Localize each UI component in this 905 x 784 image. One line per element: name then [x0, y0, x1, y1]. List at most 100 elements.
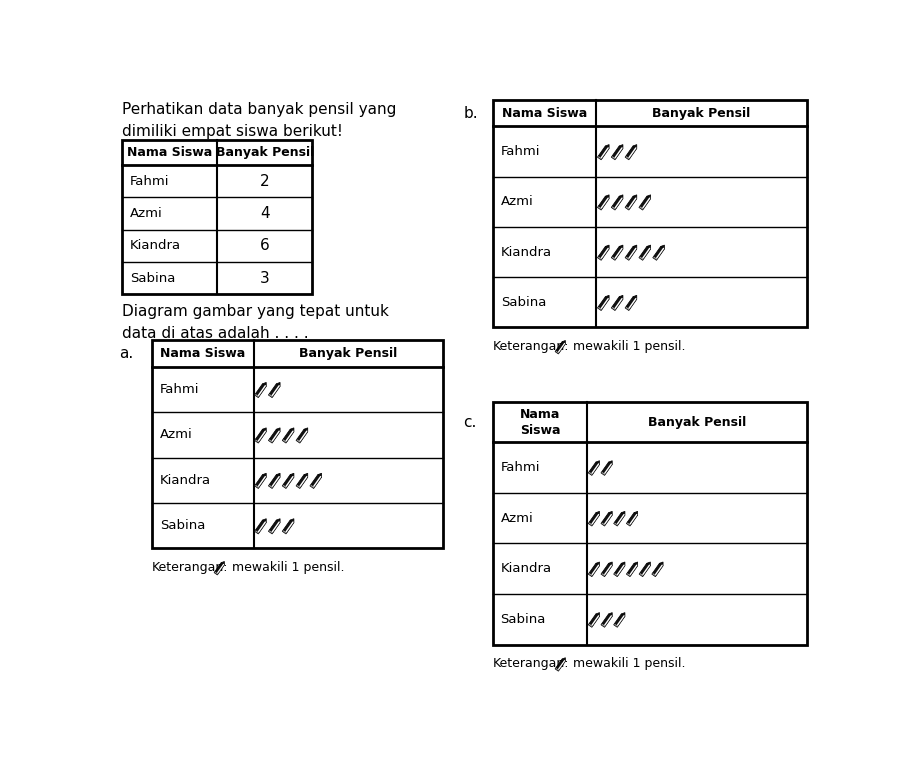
Polygon shape [640, 563, 651, 575]
Text: Nama Siswa: Nama Siswa [160, 347, 245, 360]
Text: Kiandra: Kiandra [130, 239, 181, 252]
Polygon shape [304, 474, 308, 477]
Polygon shape [304, 428, 308, 432]
Polygon shape [614, 563, 625, 575]
Polygon shape [555, 667, 559, 671]
Polygon shape [588, 623, 593, 627]
Polygon shape [633, 144, 637, 148]
Polygon shape [597, 307, 603, 310]
Text: Banyak Pensil: Banyak Pensil [653, 107, 751, 120]
Polygon shape [598, 296, 609, 309]
Polygon shape [270, 520, 280, 532]
Text: Nama Siswa: Nama Siswa [502, 107, 587, 120]
Polygon shape [311, 474, 321, 487]
Polygon shape [601, 522, 605, 526]
Polygon shape [282, 530, 287, 534]
Text: Kiandra: Kiandra [160, 474, 211, 487]
Polygon shape [611, 206, 616, 210]
Polygon shape [310, 485, 315, 488]
Text: 4: 4 [260, 206, 270, 221]
Polygon shape [214, 572, 218, 575]
Polygon shape [611, 155, 616, 160]
Polygon shape [633, 296, 637, 299]
Text: Sabina: Sabina [160, 519, 205, 532]
Text: c.: c. [463, 415, 477, 430]
Polygon shape [589, 614, 599, 626]
Polygon shape [262, 474, 266, 477]
Polygon shape [614, 614, 625, 626]
Polygon shape [652, 572, 656, 577]
Polygon shape [297, 429, 308, 441]
Polygon shape [296, 439, 301, 443]
Polygon shape [254, 530, 260, 534]
Text: mewakili 1 pensil.: mewakili 1 pensil. [232, 561, 344, 574]
Polygon shape [256, 429, 266, 441]
Text: Sabina: Sabina [501, 296, 547, 309]
Polygon shape [262, 383, 266, 387]
Polygon shape [602, 563, 613, 575]
Text: 6: 6 [260, 238, 270, 253]
Polygon shape [589, 513, 599, 524]
Polygon shape [254, 485, 260, 488]
Text: b.: b. [463, 106, 478, 121]
Polygon shape [556, 659, 566, 670]
Polygon shape [625, 206, 630, 210]
Polygon shape [556, 342, 566, 353]
Polygon shape [595, 562, 599, 566]
Polygon shape [626, 572, 631, 577]
Polygon shape [283, 429, 294, 441]
Polygon shape [653, 563, 663, 575]
Polygon shape [598, 196, 609, 209]
Polygon shape [611, 307, 616, 310]
Text: Nama Siswa: Nama Siswa [128, 146, 213, 159]
Polygon shape [614, 623, 618, 627]
Polygon shape [605, 245, 609, 249]
Polygon shape [639, 206, 643, 210]
Polygon shape [614, 513, 625, 524]
Polygon shape [613, 296, 623, 309]
Polygon shape [601, 572, 605, 577]
Text: Nama
Siswa: Nama Siswa [519, 408, 560, 437]
Polygon shape [608, 562, 613, 566]
Polygon shape [297, 474, 308, 487]
Polygon shape [614, 572, 618, 577]
Polygon shape [640, 196, 651, 209]
Polygon shape [269, 439, 273, 443]
Polygon shape [598, 246, 609, 259]
Polygon shape [283, 520, 294, 532]
Text: Fahmi: Fahmi [501, 145, 540, 158]
Polygon shape [291, 474, 294, 477]
Polygon shape [589, 462, 599, 474]
Polygon shape [221, 561, 224, 565]
Polygon shape [602, 462, 613, 474]
Polygon shape [595, 461, 599, 465]
Bar [493, 100, 806, 328]
Polygon shape [597, 206, 603, 210]
Polygon shape [296, 485, 301, 488]
Polygon shape [269, 394, 273, 397]
Polygon shape [608, 612, 613, 616]
Polygon shape [605, 296, 609, 299]
Text: Sabina: Sabina [130, 271, 176, 285]
Polygon shape [588, 471, 593, 475]
Polygon shape [276, 474, 280, 477]
Text: Fahmi: Fahmi [130, 175, 169, 187]
Polygon shape [282, 439, 287, 443]
Polygon shape [282, 485, 287, 488]
Polygon shape [647, 194, 651, 199]
Polygon shape [634, 511, 638, 515]
Polygon shape [589, 563, 599, 575]
Polygon shape [270, 384, 280, 396]
Polygon shape [605, 144, 609, 148]
Polygon shape [660, 562, 663, 566]
Text: Kiandra: Kiandra [500, 562, 551, 575]
Polygon shape [215, 563, 224, 574]
Polygon shape [588, 522, 593, 526]
Polygon shape [254, 439, 260, 443]
Polygon shape [639, 572, 643, 577]
Polygon shape [597, 256, 603, 260]
Polygon shape [626, 296, 637, 309]
Polygon shape [269, 530, 273, 534]
Polygon shape [254, 394, 260, 397]
Polygon shape [283, 474, 294, 487]
